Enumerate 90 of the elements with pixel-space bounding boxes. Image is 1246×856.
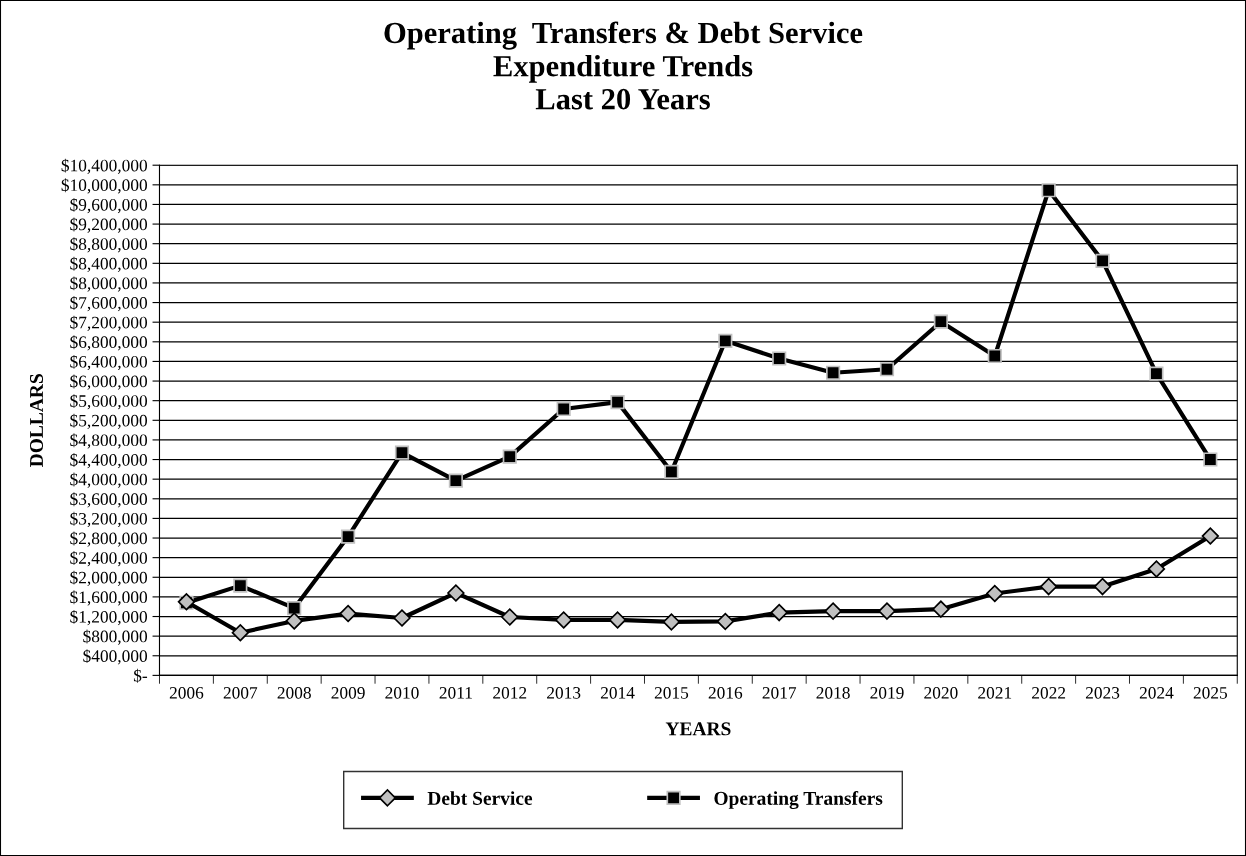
point [1093, 577, 1112, 596]
y-tick-label: $6,000,000 [70, 374, 148, 390]
x-tick-label: 2023 [1085, 687, 1120, 699]
x-tick-label: 2017 [762, 687, 797, 699]
y-tick-label: $8,800,000 [70, 237, 148, 253]
y-tick-label: $400,000 [83, 649, 148, 665]
point [664, 464, 679, 479]
y-tick-label: $8,000,000 [70, 276, 148, 292]
y-tick-label: $9,600,000 [70, 197, 148, 214]
point [341, 529, 356, 544]
y-tick-label: $800,000 [83, 629, 148, 645]
point [662, 613, 681, 631]
point [1095, 253, 1110, 268]
y-tick-label: $1,200,000 [70, 609, 148, 626]
x-tick-label: 2022 [1032, 687, 1066, 699]
y-tick-label: $3,600,000 [70, 492, 148, 508]
y-tick-label: $4,400,000 [70, 452, 148, 469]
y-tick-label: $6,400,000 [70, 354, 148, 371]
y-tick-label: $2,400,000 [70, 551, 148, 567]
y-tick-label: $4,800,000 [70, 433, 148, 449]
x-tick-label: 2014 [600, 687, 635, 699]
point [233, 578, 248, 593]
point [610, 395, 625, 410]
x-tick-label: 2008 [277, 687, 311, 699]
point [339, 604, 357, 623]
x-tick-label: 2009 [331, 687, 365, 699]
point [933, 314, 948, 329]
legend-label: Operating Transfers [714, 791, 883, 809]
point [932, 600, 950, 618]
point [502, 449, 517, 464]
point [554, 611, 573, 629]
point [447, 584, 465, 602]
point [285, 612, 303, 630]
point [1201, 527, 1220, 545]
point [986, 584, 1004, 603]
y-tick-label: $3,200,000 [70, 511, 148, 528]
y-axis-title: DOLLARS [29, 374, 44, 467]
point [231, 624, 250, 642]
point [987, 348, 1002, 364]
point [1149, 366, 1164, 381]
x-tick-label: 2012 [493, 687, 527, 699]
x-tick-label: 2025 [1193, 687, 1228, 699]
y-tick-label: $10,400,000 [61, 158, 148, 174]
x-tick-label: 2006 [169, 687, 204, 699]
x-tick-label: 2015 [654, 687, 689, 699]
point [501, 608, 519, 626]
point [1203, 452, 1218, 467]
y-tick-label: $7,200,000 [70, 315, 148, 331]
point [394, 445, 410, 460]
point [393, 609, 411, 627]
x-tick-label: 2020 [924, 687, 958, 699]
point [878, 602, 896, 620]
y-tick-label: $4,000,000 [70, 472, 148, 488]
point [1039, 577, 1058, 596]
point [718, 333, 733, 348]
y-tick-label: $6,800,000 [70, 335, 148, 351]
x-tick-label: 2018 [816, 687, 850, 699]
x-tick-label: 2019 [870, 687, 904, 699]
x-tick-label: 2011 [439, 687, 472, 699]
y-tick-label: $5,200,000 [70, 413, 148, 429]
y-tick-label: $5,600,000 [70, 394, 148, 410]
x-tick-label: 2024 [1139, 687, 1174, 699]
point [287, 601, 302, 616]
point [824, 602, 842, 620]
x-tick-label: 2007 [223, 687, 258, 699]
point [772, 351, 787, 366]
point [770, 603, 788, 622]
x-tick-label: 2013 [547, 687, 581, 699]
x-axis-title: YEARS [665, 722, 731, 736]
x-tick-label: 2016 [708, 687, 743, 699]
y-tick-label: $10,000,000 [61, 178, 148, 194]
y-tick-label: $2,800,000 [70, 531, 148, 547]
point [826, 365, 841, 380]
y-tick-label: $9,200,000 [70, 217, 148, 233]
point [608, 611, 627, 629]
point [556, 401, 571, 417]
point [716, 612, 735, 631]
y-tick-label: $2,000,000 [70, 570, 148, 586]
point [879, 362, 895, 377]
y-tick-label: $1,600,000 [70, 590, 148, 606]
x-tick-label: 2010 [385, 687, 419, 699]
legend-label: Debt Service [427, 791, 533, 805]
y-tick-label: $7,600,000 [70, 296, 148, 312]
y-tick-label: $- [133, 668, 148, 683]
chart-title: Operating Transfers & Debt Service Expenditure Trends Last 20 Years [384, 21, 863, 110]
point [1041, 183, 1056, 198]
x-tick-label: 2021 [978, 687, 1012, 699]
y-tick-label: $8,400,000 [70, 256, 148, 273]
point [448, 473, 463, 488]
point [1147, 560, 1166, 578]
